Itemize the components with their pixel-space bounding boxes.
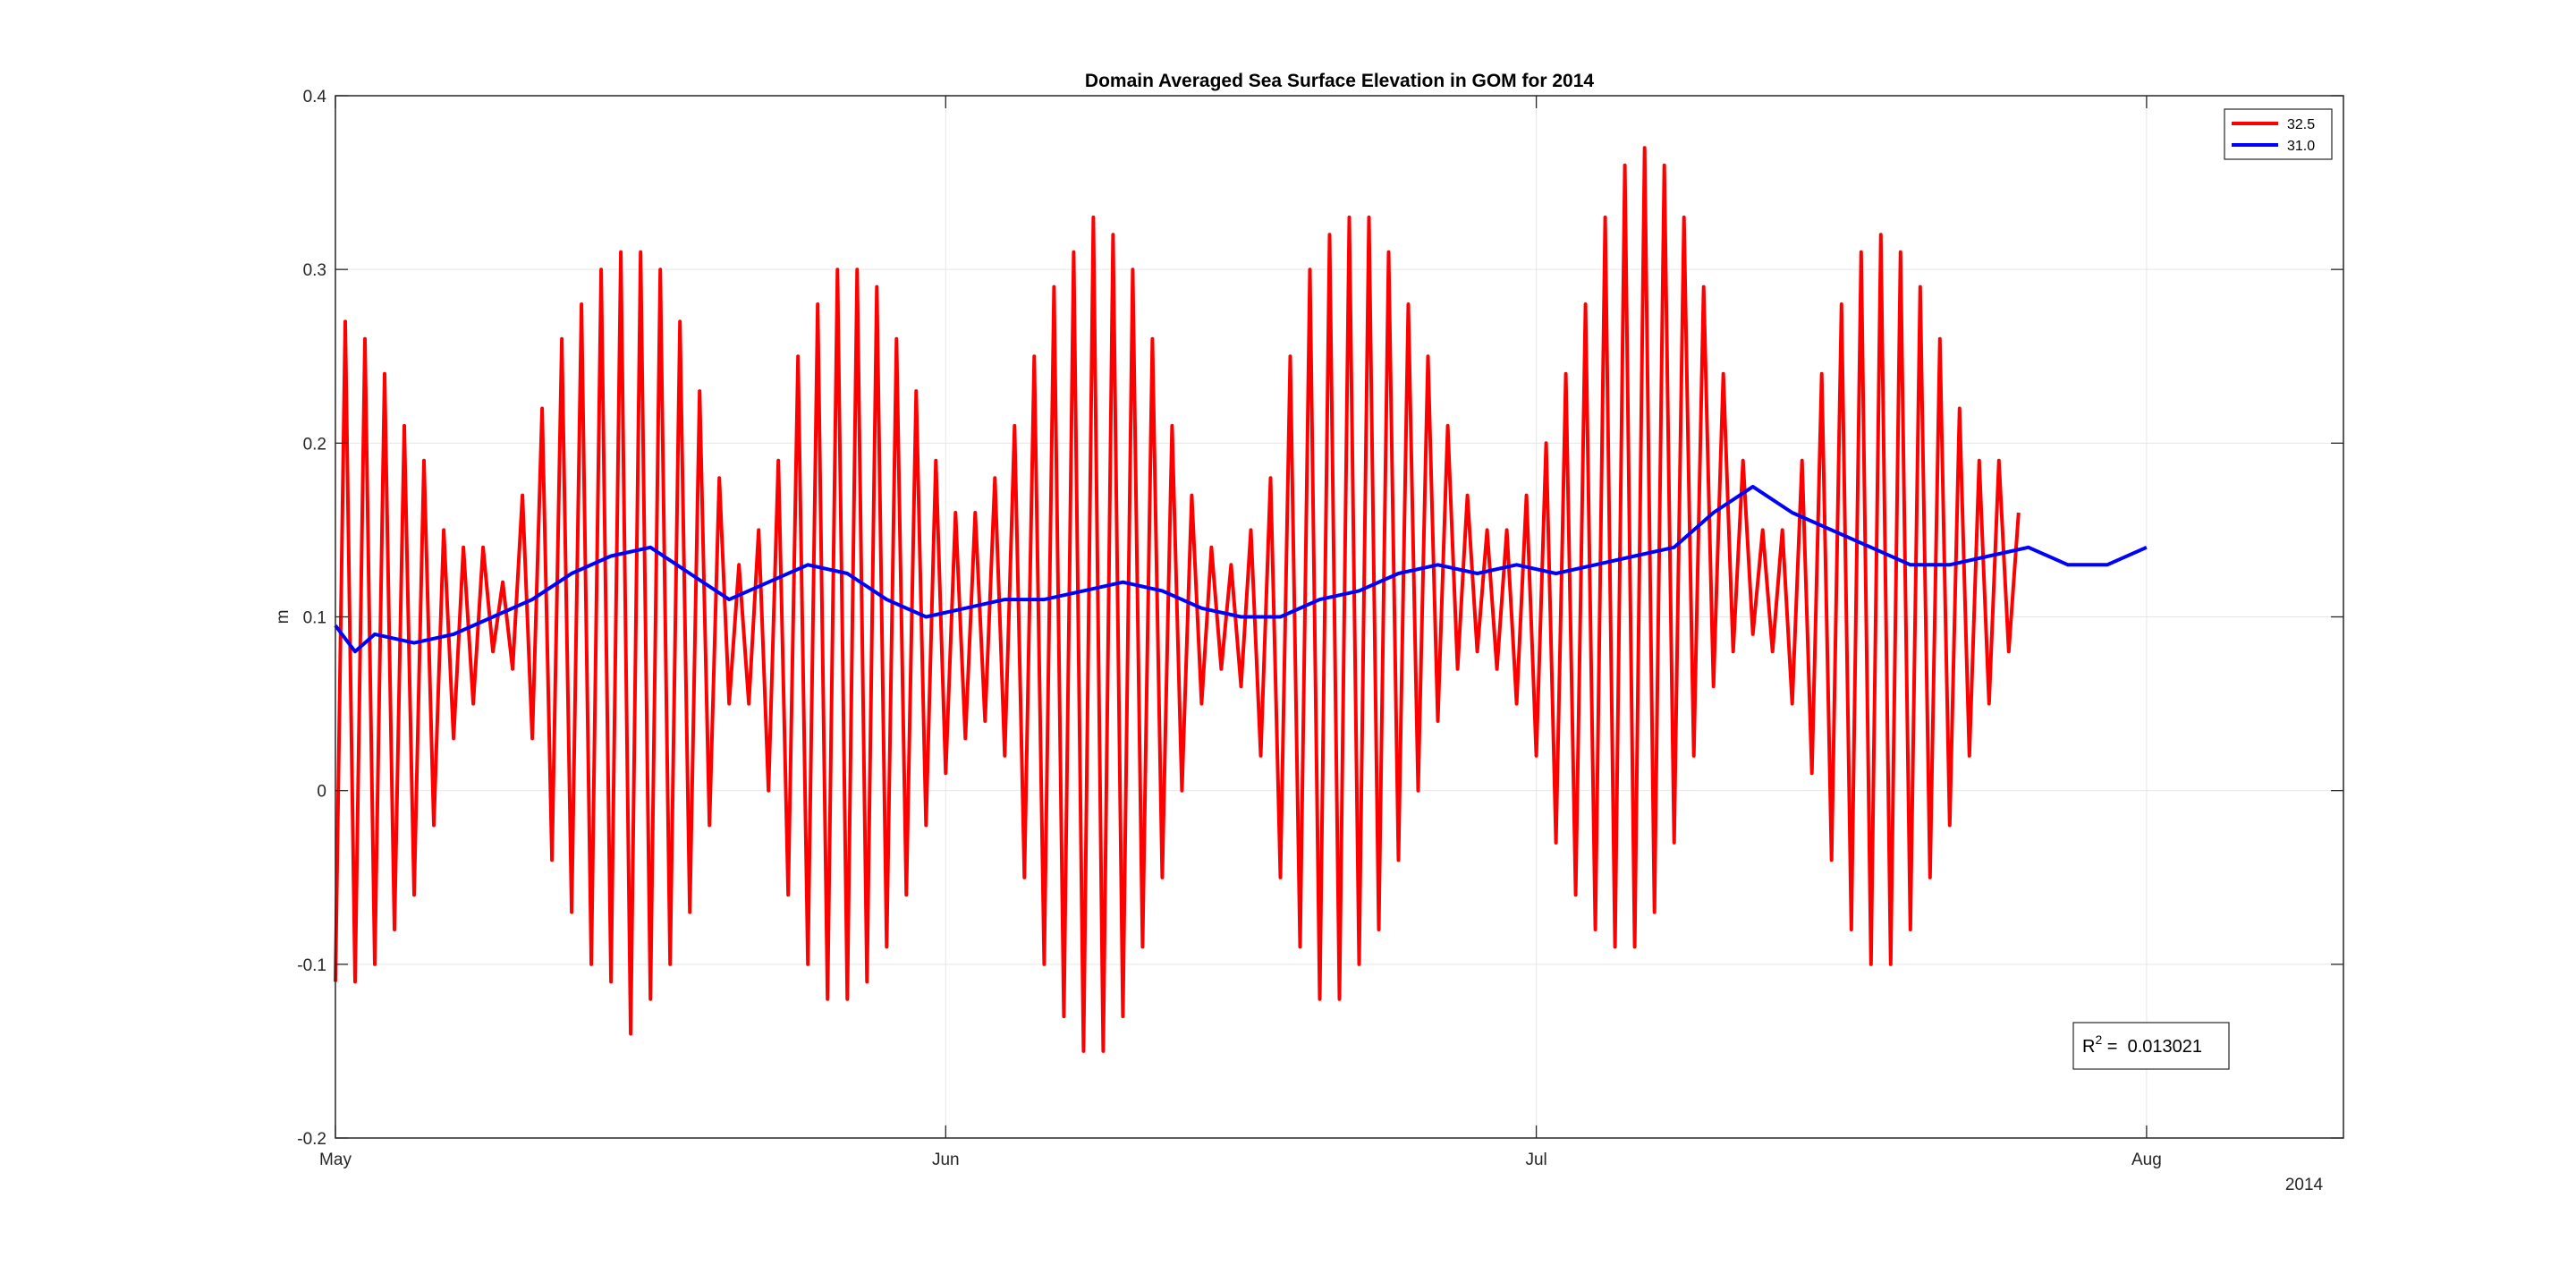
x-tick-label: May [319, 1151, 352, 1169]
legend-box [2224, 108, 2333, 160]
y-axis-label: m [274, 610, 292, 624]
legend-label-32-5: 32.5 [2287, 117, 2315, 132]
r-squared-annotation: R2 = 0.013021 [2072, 1022, 2230, 1070]
y-tick-label: -0.2 [297, 1130, 326, 1149]
y-tick-label: -0.1 [297, 956, 326, 975]
annotation-prefix: R [2082, 1037, 2095, 1057]
x-tick-label: Aug [2131, 1151, 2162, 1169]
series-line-31-0 [334, 484, 2148, 654]
y-tick-label: 0 [317, 783, 326, 802]
y-tick-label: 0.3 [303, 261, 326, 280]
axis-tick-labels: -0.2 -0.1 0 0.1 0.2 0.3 0.4 May Jun Jul Aug [297, 88, 2162, 1169]
y-tick-label: 0.1 [303, 609, 326, 628]
annotation-superscript: 2 [2095, 1032, 2102, 1047]
annotation-value: = 0.013021 [2102, 1037, 2202, 1057]
annotation-text: R2 = 0.013021 [2082, 1032, 2202, 1057]
chart-title: Domain Averaged Sea Surface Elevation in… [1085, 71, 1594, 91]
x-tick-label: Jul [1525, 1151, 1546, 1169]
y-tick-label: 0.4 [303, 88, 327, 106]
legend: 32.5 31.0 [2224, 108, 2333, 160]
y-tick-label: 0.2 [303, 435, 326, 454]
series-lines [334, 146, 2148, 1053]
axis-ticks [335, 95, 2343, 1139]
legend-label-31-0: 31.0 [2287, 139, 2315, 154]
x-tick-label: Jun [932, 1151, 960, 1169]
series-line-32-5 [334, 146, 2021, 1053]
x-axis-year-label: 2014 [2285, 1176, 2324, 1194]
annotation-box [2072, 1022, 2230, 1070]
